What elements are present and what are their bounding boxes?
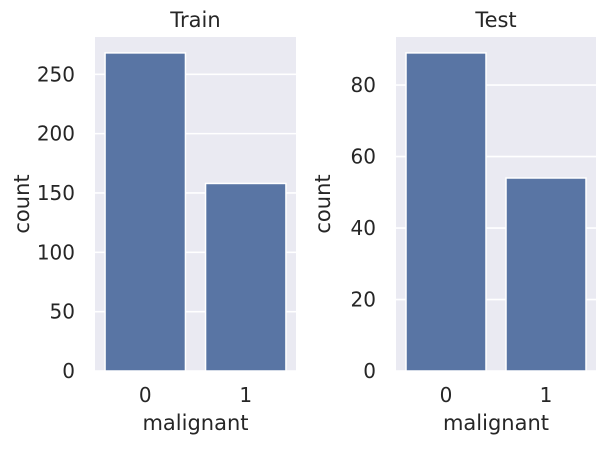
- test-chart: 0 20 40 60 80 0 1 Test malignant count: [311, 8, 596, 435]
- test-x-tick-label: 1: [540, 383, 553, 407]
- test-chart-title: Test: [474, 8, 516, 32]
- train-bar: [204, 182, 287, 372]
- train-y-axis-label: count: [10, 174, 34, 233]
- test-bar: [505, 177, 587, 372]
- test-y-tick-label: 80: [351, 73, 376, 97]
- test-x-axis-label: malignant: [443, 411, 549, 435]
- train-x-axis-label: malignant: [142, 411, 248, 435]
- train-x-tick-label: 1: [239, 383, 252, 407]
- test-x-tick-label: 0: [440, 383, 453, 407]
- test-y-tick-label: 0: [363, 359, 376, 383]
- train-y-tick-label: 0: [62, 359, 75, 383]
- train-x-tick-label: 0: [139, 383, 152, 407]
- train-y-tick-label: 250: [37, 62, 75, 86]
- test-y-axis-label: count: [311, 174, 335, 233]
- train-bar: [104, 52, 187, 372]
- train-y-tick-label: 200: [37, 122, 75, 146]
- test-y-tick-label: 20: [351, 288, 376, 312]
- train-chart: 0 50 100 150 200 250 0 1 Train malignant count: [10, 8, 296, 435]
- train-y-tick-label: 100: [37, 240, 75, 264]
- test-y-tick-label: 60: [351, 145, 376, 169]
- test-bar: [405, 52, 487, 372]
- train-y-tick-label: 50: [50, 300, 75, 324]
- test-y-tick-label: 40: [351, 216, 376, 240]
- train-y-tick-label: 150: [37, 181, 75, 205]
- train-chart-title: Train: [169, 8, 220, 32]
